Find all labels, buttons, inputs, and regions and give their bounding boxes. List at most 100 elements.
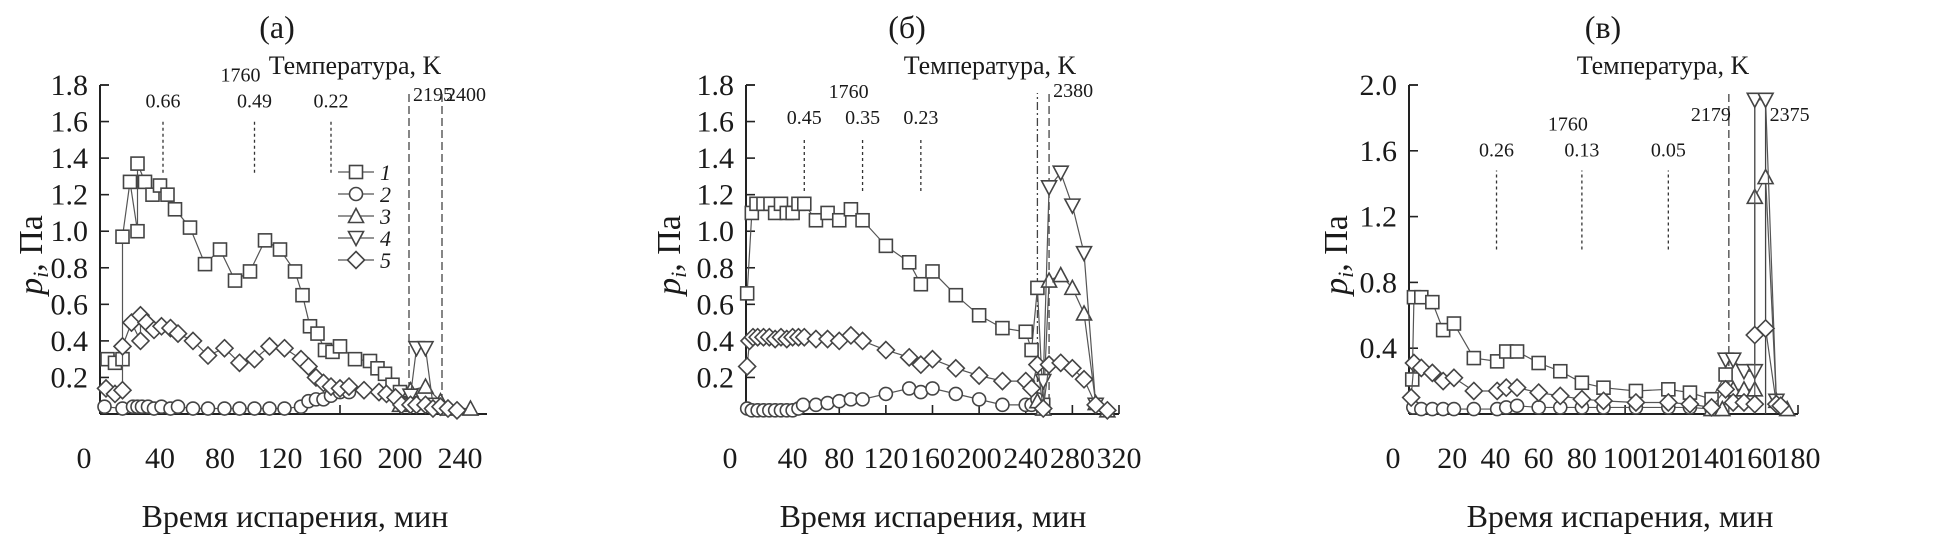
panel-label: (б) bbox=[888, 9, 926, 45]
data-point bbox=[115, 229, 130, 245]
data-point bbox=[1509, 344, 1525, 359]
data-point bbox=[1075, 304, 1093, 321]
data-point bbox=[1030, 280, 1045, 296]
data-point bbox=[820, 395, 835, 411]
data-point bbox=[817, 329, 838, 349]
y-tick-label: 0.4 bbox=[697, 325, 735, 358]
data-point bbox=[1755, 318, 1776, 339]
x-tick-label: 120 bbox=[863, 442, 908, 475]
x-tick-label: 80 bbox=[205, 442, 235, 475]
series-1 bbox=[739, 196, 1051, 413]
dotted-marker-label: 0.26 bbox=[1479, 140, 1514, 162]
x-tick-label: 80 bbox=[1567, 442, 1597, 475]
data-point bbox=[899, 347, 919, 367]
y-axis-label: pi, Па bbox=[13, 215, 53, 297]
data-point bbox=[257, 233, 273, 248]
series-line bbox=[1042, 171, 1097, 405]
y-tick-label: 0.4 bbox=[51, 325, 89, 358]
x-tick-label: 160 bbox=[1732, 442, 1777, 475]
data-point bbox=[794, 327, 814, 347]
x-tick-label: 320 bbox=[1097, 442, 1142, 475]
y-axis-label: pi, Па bbox=[651, 215, 691, 297]
x-tick-label: 0 bbox=[723, 442, 738, 475]
data-point bbox=[948, 386, 964, 402]
series-line bbox=[746, 202, 1044, 405]
data-point bbox=[1425, 294, 1440, 310]
x-tick-label: 160 bbox=[318, 442, 363, 475]
data-point bbox=[1021, 378, 1042, 399]
data-point bbox=[1051, 265, 1070, 283]
data-point bbox=[1018, 324, 1034, 340]
data-point bbox=[922, 349, 943, 369]
x-tick-label: 40 bbox=[778, 442, 808, 475]
temperature-label: 2400 bbox=[446, 84, 486, 106]
data-point bbox=[876, 340, 896, 360]
x-tick-label: 120 bbox=[1646, 442, 1691, 475]
data-point bbox=[242, 264, 258, 279]
data-point bbox=[1422, 363, 1442, 383]
y-tick-label: 1.0 bbox=[697, 215, 735, 248]
temperature-label: 2195 bbox=[413, 84, 453, 106]
temperature-label: 2179 bbox=[1691, 104, 1731, 126]
series-2 bbox=[97, 384, 357, 416]
data-point bbox=[820, 205, 835, 221]
data-point bbox=[1529, 382, 1549, 403]
x-tick-label: 0 bbox=[1386, 442, 1401, 475]
data-point bbox=[232, 401, 247, 416]
data-point bbox=[112, 336, 133, 357]
x-tick-label: 0 bbox=[77, 442, 92, 475]
data-point bbox=[1572, 389, 1592, 409]
data-point bbox=[1658, 392, 1678, 413]
y-tick-label: 0.6 bbox=[697, 288, 735, 321]
x-tick-label: 180 bbox=[1776, 442, 1821, 475]
y-tick-label: 1.6 bbox=[697, 106, 735, 139]
data-point bbox=[272, 242, 288, 257]
data-point bbox=[1552, 363, 1568, 379]
data-point bbox=[969, 365, 989, 386]
data-point bbox=[247, 401, 262, 416]
data-point bbox=[1401, 387, 1421, 408]
data-point bbox=[1550, 386, 1570, 406]
data-point bbox=[244, 349, 265, 369]
legend-marker bbox=[347, 206, 365, 224]
data-point bbox=[1466, 401, 1482, 417]
data-point bbox=[112, 380, 133, 400]
dotted-marker-label: 0.66 bbox=[146, 91, 181, 113]
data-point bbox=[1051, 165, 1070, 182]
dotted-marker-label: 0.22 bbox=[314, 91, 349, 113]
legend-marker bbox=[348, 164, 364, 180]
data-point bbox=[167, 201, 183, 217]
y-tick-label: 0.8 bbox=[1360, 266, 1398, 299]
data-point bbox=[1626, 392, 1646, 413]
data-point bbox=[1074, 369, 1094, 389]
data-point bbox=[1446, 401, 1462, 417]
data-point bbox=[137, 174, 153, 190]
y-axis-label: pi, Па bbox=[1318, 215, 1358, 297]
series-1 bbox=[1404, 289, 1733, 407]
legend-marker bbox=[348, 186, 364, 202]
data-point bbox=[925, 264, 940, 279]
y-tick-label: 0.2 bbox=[51, 361, 89, 394]
series-3 bbox=[1702, 167, 1797, 417]
legend-label: 3 bbox=[379, 204, 391, 229]
x-tick-label: 240 bbox=[438, 442, 483, 475]
data-point bbox=[925, 381, 940, 396]
data-point bbox=[795, 397, 811, 413]
data-point bbox=[298, 356, 319, 377]
data-point bbox=[1593, 391, 1614, 411]
data-point bbox=[168, 323, 188, 344]
panel-label: (а) bbox=[259, 9, 295, 45]
series-line bbox=[1036, 274, 1108, 411]
dotted-marker-label: 0.45 bbox=[787, 107, 822, 129]
y-tick-label: 1.2 bbox=[51, 179, 89, 212]
data-point bbox=[878, 386, 894, 402]
data-point bbox=[170, 399, 186, 414]
y-tick-label: 1.6 bbox=[1360, 135, 1398, 168]
data-point bbox=[347, 351, 363, 367]
data-point bbox=[332, 339, 348, 354]
data-point bbox=[995, 320, 1010, 336]
data-point bbox=[1063, 198, 1082, 215]
data-point bbox=[287, 264, 303, 279]
chart-panel: (в) Температура, K Время испарения, мин pi,… bbox=[1318, 9, 1821, 534]
x-tick-label: 60 bbox=[1524, 442, 1554, 475]
